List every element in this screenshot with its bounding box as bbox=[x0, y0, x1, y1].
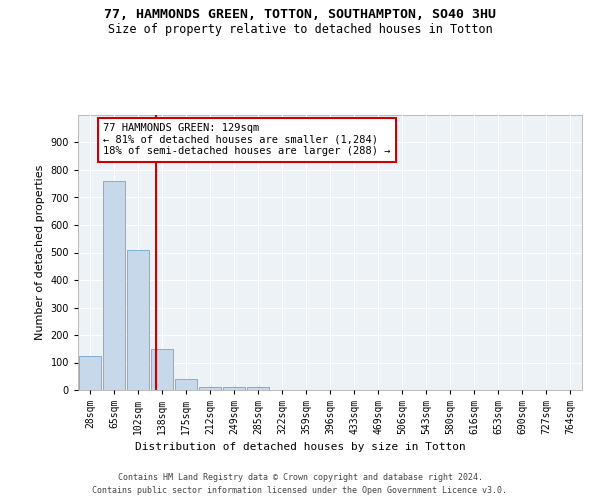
Text: 77, HAMMONDS GREEN, TOTTON, SOUTHAMPTON, SO40 3HU: 77, HAMMONDS GREEN, TOTTON, SOUTHAMPTON,… bbox=[104, 8, 496, 20]
Text: 77 HAMMONDS GREEN: 129sqm
← 81% of detached houses are smaller (1,284)
18% of se: 77 HAMMONDS GREEN: 129sqm ← 81% of detac… bbox=[103, 123, 391, 156]
Bar bbox=[103, 181, 125, 390]
Text: Distribution of detached houses by size in Totton: Distribution of detached houses by size … bbox=[134, 442, 466, 452]
Text: Contains HM Land Registry data © Crown copyright and database right 2024.: Contains HM Land Registry data © Crown c… bbox=[118, 472, 482, 482]
Bar bbox=[199, 386, 221, 390]
Bar bbox=[223, 387, 245, 390]
Bar bbox=[247, 387, 269, 390]
Bar bbox=[151, 349, 173, 390]
Y-axis label: Number of detached properties: Number of detached properties bbox=[35, 165, 45, 340]
Bar bbox=[127, 250, 149, 390]
Text: Contains public sector information licensed under the Open Government Licence v3: Contains public sector information licen… bbox=[92, 486, 508, 495]
Text: Size of property relative to detached houses in Totton: Size of property relative to detached ho… bbox=[107, 22, 493, 36]
Bar bbox=[79, 356, 101, 390]
Bar bbox=[175, 379, 197, 390]
